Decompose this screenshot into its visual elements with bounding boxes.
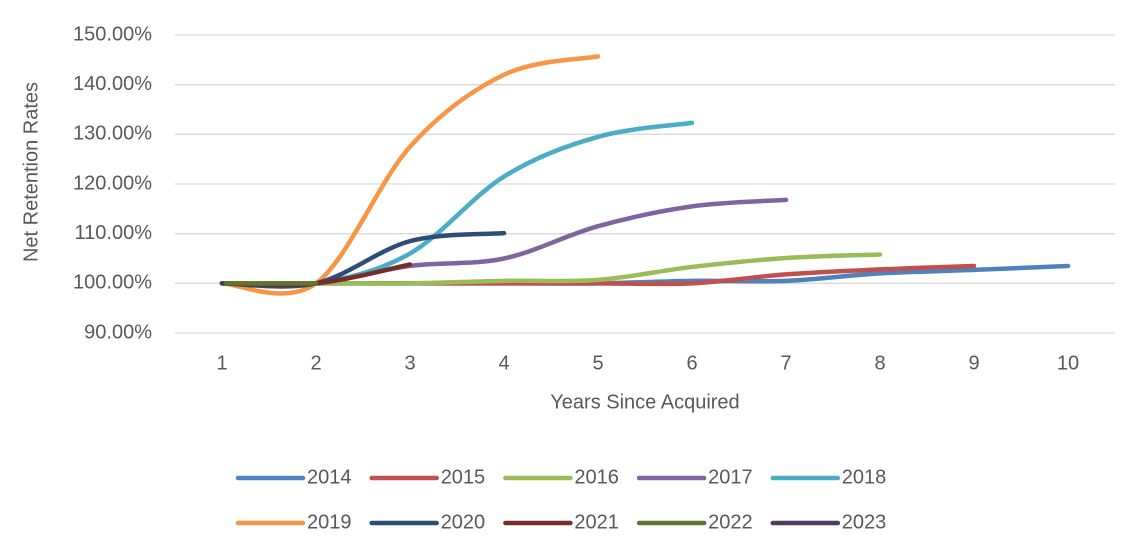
x-tick-label: 3: [404, 352, 415, 374]
x-tick-label: 2: [310, 352, 321, 374]
series-line: [219, 197, 789, 287]
series-line: [219, 230, 507, 289]
legend-label: 2019: [307, 511, 352, 533]
legend-label: 2021: [574, 511, 619, 533]
y-tick-label: 150.00%: [73, 23, 152, 45]
legend-label: 2018: [842, 466, 887, 488]
x-tick-label: 4: [498, 352, 509, 374]
x-tick-label: 5: [592, 352, 603, 374]
x-tick-label: 8: [874, 352, 885, 374]
series-line: [219, 54, 601, 296]
x-axis-label: Years Since Acquired: [550, 391, 739, 413]
y-tick-label: 100.00%: [73, 272, 152, 294]
y-tick-label: 130.00%: [73, 123, 152, 145]
legend-label: 2016: [574, 466, 619, 488]
y-tick-label: 140.00%: [73, 73, 152, 95]
legend-label: 2015: [441, 466, 486, 488]
legend-label: 2020: [441, 511, 486, 533]
x-tick-label: 6: [686, 352, 697, 374]
y-tick-label: 90.00%: [84, 321, 152, 343]
legend-label: 2017: [708, 466, 753, 488]
x-tick-label: 9: [968, 352, 979, 374]
legend-label: 2014: [307, 466, 352, 488]
legend-label: 2022: [708, 511, 753, 533]
y-tick-label: 120.00%: [73, 172, 152, 194]
x-tick-label: 1: [216, 352, 227, 374]
x-tick-label: 10: [1057, 352, 1079, 374]
y-axis-label: Net Retention Rates: [20, 82, 42, 262]
y-tick-label: 110.00%: [75, 222, 153, 244]
legend-label: 2023: [842, 511, 887, 533]
x-tick-label: 7: [780, 352, 791, 374]
